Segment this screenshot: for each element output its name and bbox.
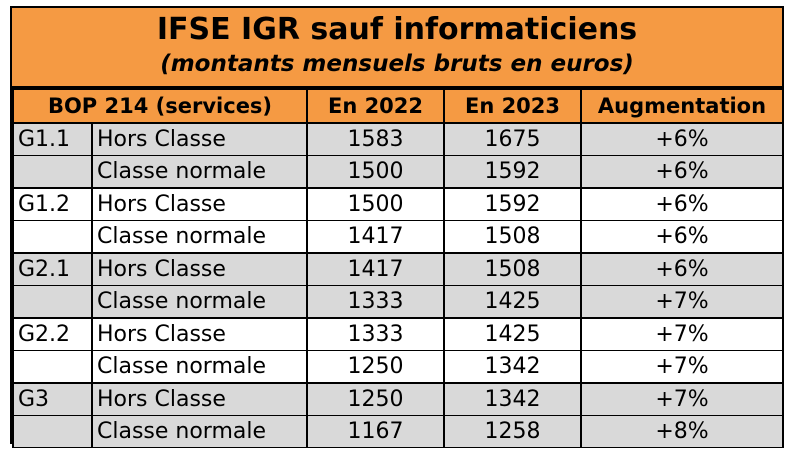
page-subtitle: (montants mensuels bruts en euros) [160,51,634,77]
table-row: G2.2 Hors Classe 1333 1425 +7% [12,317,784,351]
grade-cell: Hors Classe [91,317,308,351]
table-row: Classe normale 1167 1258 +8% [12,415,784,448]
title-banner: IFSE IGR sauf informaticiens (montants m… [12,8,782,88]
group-cell: G1.2 [12,187,93,221]
value-2023-cell: 1425 [443,317,582,351]
value-2023-cell: 1508 [443,220,582,254]
value-2022-cell: 1417 [306,252,445,286]
table-header-row: BOP 214 (services) En 2022 En 2023 Augme… [12,88,784,124]
column-header-2022: En 2022 [306,88,445,124]
column-header-increase: Augmentation [580,88,784,124]
table-row: Classe normale 1250 1342 +7% [12,350,784,384]
increase-cell: +7% [580,350,784,384]
column-header-bop: BOP 214 (services) [12,88,308,124]
value-2023-cell: 1342 [443,382,582,416]
value-2022-cell: 1417 [306,220,445,254]
value-2022-cell: 1333 [306,317,445,351]
grade-cell: Hors Classe [91,187,308,221]
group-cell [12,415,93,448]
group-cell [12,220,93,254]
ifse-table: BOP 214 (services) En 2022 En 2023 Augme… [12,88,784,448]
value-2023-cell: 1425 [443,285,582,319]
table-row: G3 Hors Classe 1250 1342 +7% [12,382,784,416]
grade-cell: Classe normale [91,285,308,319]
value-2022-cell: 1250 [306,350,445,384]
table-row: Classe normale 1500 1592 +6% [12,155,784,189]
group-cell: G2.2 [12,317,93,351]
increase-cell: +8% [580,415,784,448]
increase-cell: +6% [580,252,784,286]
value-2022-cell: 1583 [306,123,445,156]
group-cell [12,350,93,384]
value-2022-cell: 1500 [306,187,445,221]
value-2022-cell: 1250 [306,382,445,416]
table-row: Classe normale 1417 1508 +6% [12,220,784,254]
increase-cell: +6% [580,187,784,221]
grade-cell: Classe normale [91,415,308,448]
value-2023-cell: 1675 [443,123,582,156]
group-cell [12,285,93,319]
grade-cell: Classe normale [91,220,308,254]
increase-cell: +7% [580,317,784,351]
salary-table-card: IFSE IGR sauf informaticiens (montants m… [10,6,784,448]
increase-cell: +6% [580,155,784,189]
value-2023-cell: 1342 [443,350,582,384]
increase-cell: +7% [580,285,784,319]
grade-cell: Hors Classe [91,123,308,156]
grade-cell: Hors Classe [91,382,308,416]
value-2022-cell: 1167 [306,415,445,448]
table-row: G1.2 Hors Classe 1500 1592 +6% [12,187,784,221]
grade-cell: Classe normale [91,155,308,189]
column-header-2023: En 2023 [443,88,582,124]
value-2023-cell: 1258 [443,415,582,448]
increase-cell: +6% [580,220,784,254]
value-2022-cell: 1500 [306,155,445,189]
grade-cell: Hors Classe [91,252,308,286]
group-cell: G1.1 [12,123,93,156]
group-cell [12,155,93,189]
table-row: G1.1 Hors Classe 1583 1675 +6% [12,123,784,156]
group-cell: G2.1 [12,252,93,286]
value-2022-cell: 1333 [306,285,445,319]
value-2023-cell: 1592 [443,155,582,189]
increase-cell: +7% [580,382,784,416]
grade-cell: Classe normale [91,350,308,384]
page-title: IFSE IGR sauf informaticiens [156,12,638,47]
group-cell: G3 [12,382,93,416]
value-2023-cell: 1592 [443,187,582,221]
value-2023-cell: 1508 [443,252,582,286]
table-row: Classe normale 1333 1425 +7% [12,285,784,319]
table-row: G2.1 Hors Classe 1417 1508 +6% [12,252,784,286]
increase-cell: +6% [580,123,784,156]
